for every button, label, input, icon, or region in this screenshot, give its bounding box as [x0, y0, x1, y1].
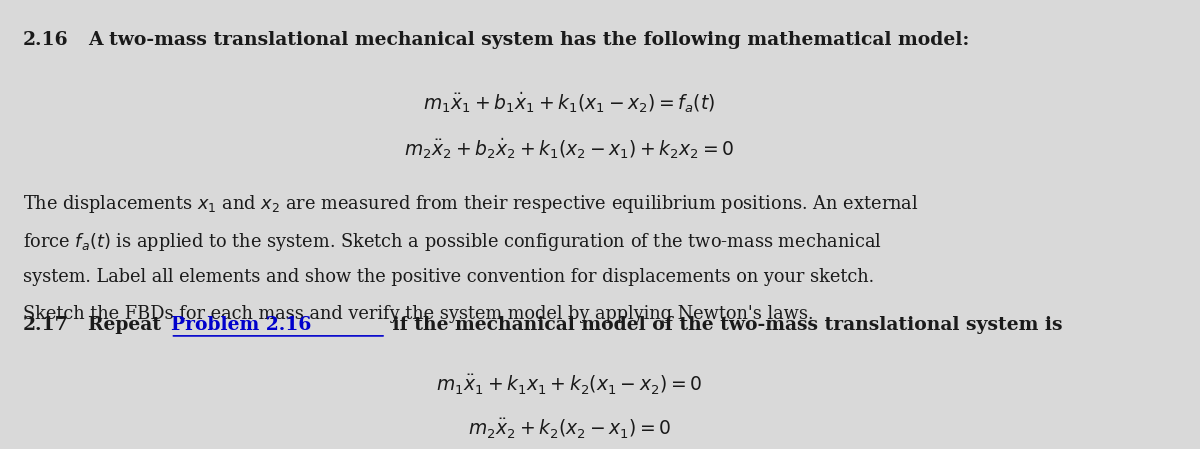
- Text: $m_1\ddot{x}_1 + k_1x_1 + k_2(x_1 - x_2) = 0$: $m_1\ddot{x}_1 + k_1x_1 + k_2(x_1 - x_2)…: [437, 373, 703, 397]
- Text: 2.16: 2.16: [23, 31, 68, 49]
- Text: The displacements $x_1$ and $x_2$ are measured from their respective equilibrium: The displacements $x_1$ and $x_2$ are me…: [23, 194, 919, 216]
- Text: $m_2\ddot{x}_2 + k_2(x_2 - x_1) = 0$: $m_2\ddot{x}_2 + k_2(x_2 - x_1) = 0$: [468, 417, 671, 441]
- Text: A two-mass translational mechanical system has the following mathematical model:: A two-mass translational mechanical syst…: [88, 31, 970, 49]
- Text: Repeat: Repeat: [88, 316, 167, 334]
- Text: $m_1\ddot{x}_1 + b_1\dot{x}_1 + k_1(x_1 - x_2) = f_a(t)$: $m_1\ddot{x}_1 + b_1\dot{x}_1 + k_1(x_1 …: [424, 90, 715, 115]
- Text: Sketch the FBDs for each mass and verify the system model by applying Newton's l: Sketch the FBDs for each mass and verify…: [23, 305, 814, 323]
- Text: 2.17: 2.17: [23, 316, 68, 334]
- Text: Problem 2.16: Problem 2.16: [170, 316, 311, 334]
- Text: $m_2\ddot{x}_2 + b_2\dot{x}_2 + k_1(x_2 - x_1) + k_2x_2 = 0$: $m_2\ddot{x}_2 + b_2\dot{x}_2 + k_1(x_2 …: [404, 136, 734, 161]
- Text: force $f_a(t)$ is applied to the system. Sketch a possible configuration of the : force $f_a(t)$ is applied to the system.…: [23, 231, 882, 253]
- Text: system. Label all elements and show the positive convention for displacements on: system. Label all elements and show the …: [23, 268, 875, 286]
- Text: if the mechanical model of the two-mass translational system is: if the mechanical model of the two-mass …: [386, 316, 1062, 334]
